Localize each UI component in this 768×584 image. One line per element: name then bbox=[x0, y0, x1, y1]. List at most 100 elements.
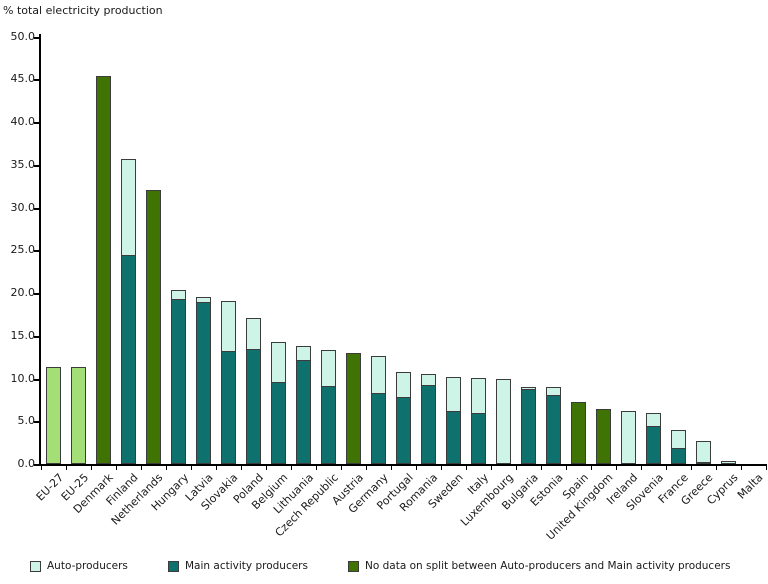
bar-segment-eu_aggregate-eu-27 bbox=[46, 367, 61, 464]
bar-bulgaria bbox=[521, 387, 536, 464]
bar-segment-nodata-spain bbox=[571, 402, 586, 464]
x-axis-tick bbox=[391, 466, 392, 470]
x-axis-tick bbox=[766, 466, 767, 470]
bar-italy bbox=[471, 378, 486, 464]
x-axis-tick bbox=[66, 466, 67, 470]
bar-segment-main-slovakia bbox=[221, 351, 236, 464]
x-axis-tick bbox=[141, 466, 142, 470]
bar-segment-auto-luxembourg bbox=[496, 379, 511, 464]
y-axis-tick-label: 45.0 bbox=[10, 72, 36, 86]
bar-segment-auto-germany bbox=[371, 356, 386, 394]
x-axis-tick bbox=[716, 466, 717, 470]
x-axis-tick bbox=[441, 466, 442, 470]
x-axis-tick bbox=[566, 466, 567, 470]
bar-segment-auto-finland bbox=[121, 159, 136, 256]
bar-segment-main-czech-republic bbox=[321, 386, 336, 464]
x-axis-tick bbox=[266, 466, 267, 470]
bar-lithuania bbox=[296, 346, 311, 464]
bar-portugal bbox=[396, 372, 411, 464]
bar-segment-main-belgium bbox=[271, 382, 286, 464]
x-axis-tick bbox=[491, 466, 492, 470]
bar-segment-nodata-united-kingdom bbox=[596, 409, 611, 464]
y-axis-tick-label: 5.0 bbox=[17, 414, 36, 428]
bar-ireland bbox=[621, 411, 636, 464]
y-axis-line bbox=[39, 34, 41, 466]
y-axis-tick bbox=[34, 36, 39, 39]
x-axis-tick bbox=[216, 466, 217, 470]
x-axis-tick bbox=[291, 466, 292, 470]
bar-france bbox=[671, 430, 686, 464]
y-axis-tick bbox=[34, 293, 39, 295]
y-axis-tick bbox=[34, 421, 39, 424]
bar-segment-main-slovenia bbox=[646, 426, 661, 464]
chart-title: % total electricity production bbox=[3, 4, 163, 17]
x-axis-tick bbox=[466, 466, 467, 470]
bar-austria bbox=[346, 353, 361, 464]
legend-label: Auto-producers bbox=[47, 560, 128, 572]
bar-latvia bbox=[196, 297, 211, 464]
x-axis-tick bbox=[641, 466, 642, 470]
y-axis-tick-label: 25.0 bbox=[10, 243, 36, 257]
y-axis-tick bbox=[34, 250, 39, 253]
x-axis-tick bbox=[691, 466, 692, 470]
x-axis-tick bbox=[116, 466, 117, 470]
bar-segment-auto-poland bbox=[246, 318, 261, 350]
x-axis-tick bbox=[741, 466, 742, 470]
bar-united-kingdom bbox=[596, 409, 611, 464]
bar-segment-main-latvia bbox=[196, 302, 211, 464]
bar-segment-auto-france bbox=[671, 430, 686, 449]
bar-segment-auto-slovenia bbox=[646, 413, 661, 427]
y-axis-tick bbox=[34, 122, 39, 124]
bar-segment-auto-italy bbox=[471, 378, 486, 414]
bar-finland bbox=[121, 159, 136, 464]
bar-segment-main-sweden bbox=[446, 411, 461, 464]
y-axis-tick bbox=[34, 464, 39, 466]
bar-cyprus bbox=[721, 461, 736, 464]
y-axis-tick-label: 40.0 bbox=[10, 115, 36, 128]
bar-segment-main-lithuania bbox=[296, 360, 311, 464]
bar-luxembourg bbox=[496, 379, 511, 464]
y-axis-tick bbox=[34, 79, 39, 82]
x-axis-tick bbox=[191, 466, 192, 470]
y-axis-tick bbox=[34, 164, 39, 167]
bar-segment-main-hungary bbox=[171, 299, 186, 464]
y-axis-tick bbox=[34, 207, 39, 210]
bar-segment-main-italy bbox=[471, 413, 486, 464]
y-axis-tick-label: 15.0 bbox=[10, 328, 36, 342]
bar-estonia bbox=[546, 387, 561, 464]
x-axis-tick bbox=[666, 466, 667, 470]
bar-slovenia bbox=[646, 413, 661, 464]
bar-belgium bbox=[271, 342, 286, 464]
x-axis-tick bbox=[41, 466, 42, 470]
legend-swatch-auto bbox=[30, 560, 41, 572]
x-axis-tick bbox=[366, 466, 367, 470]
bar-segment-main-poland bbox=[246, 349, 261, 464]
x-axis-tick bbox=[541, 466, 542, 470]
bar-segment-auto-cyprus bbox=[721, 461, 736, 464]
bar-eu-25 bbox=[71, 367, 86, 464]
bar-segment-auto-greece bbox=[696, 441, 711, 463]
bar-greece bbox=[696, 441, 711, 464]
bar-denmark bbox=[96, 76, 111, 464]
plot-area bbox=[41, 0, 766, 464]
bar-segment-auto-lithuania bbox=[296, 346, 311, 361]
bar-segment-auto-sweden bbox=[446, 377, 461, 412]
bar-segment-auto-czech-republic bbox=[321, 350, 336, 387]
bar-segment-main-estonia bbox=[546, 395, 561, 464]
bar-romania bbox=[421, 374, 436, 464]
legend-item-no-data-on-split-between-auto-producers-: No data on split between Auto-producers … bbox=[348, 560, 730, 572]
y-axis-tick bbox=[34, 378, 39, 381]
y-axis-tick-label: 50.0 bbox=[10, 29, 36, 43]
bar-segment-main-greece bbox=[696, 462, 711, 464]
x-axis-label-malta: Malta bbox=[735, 471, 766, 502]
bar-segment-nodata-austria bbox=[346, 353, 361, 464]
x-axis-line bbox=[39, 464, 767, 466]
bar-poland bbox=[246, 318, 261, 464]
legend-swatch-main bbox=[168, 560, 179, 572]
x-axis-tick bbox=[516, 466, 517, 470]
bar-netherlands bbox=[146, 190, 161, 464]
legend-label: Main activity producers bbox=[185, 560, 308, 572]
y-axis-tick-label: 20.0 bbox=[10, 286, 36, 299]
bar-segment-auto-ireland bbox=[621, 411, 636, 464]
